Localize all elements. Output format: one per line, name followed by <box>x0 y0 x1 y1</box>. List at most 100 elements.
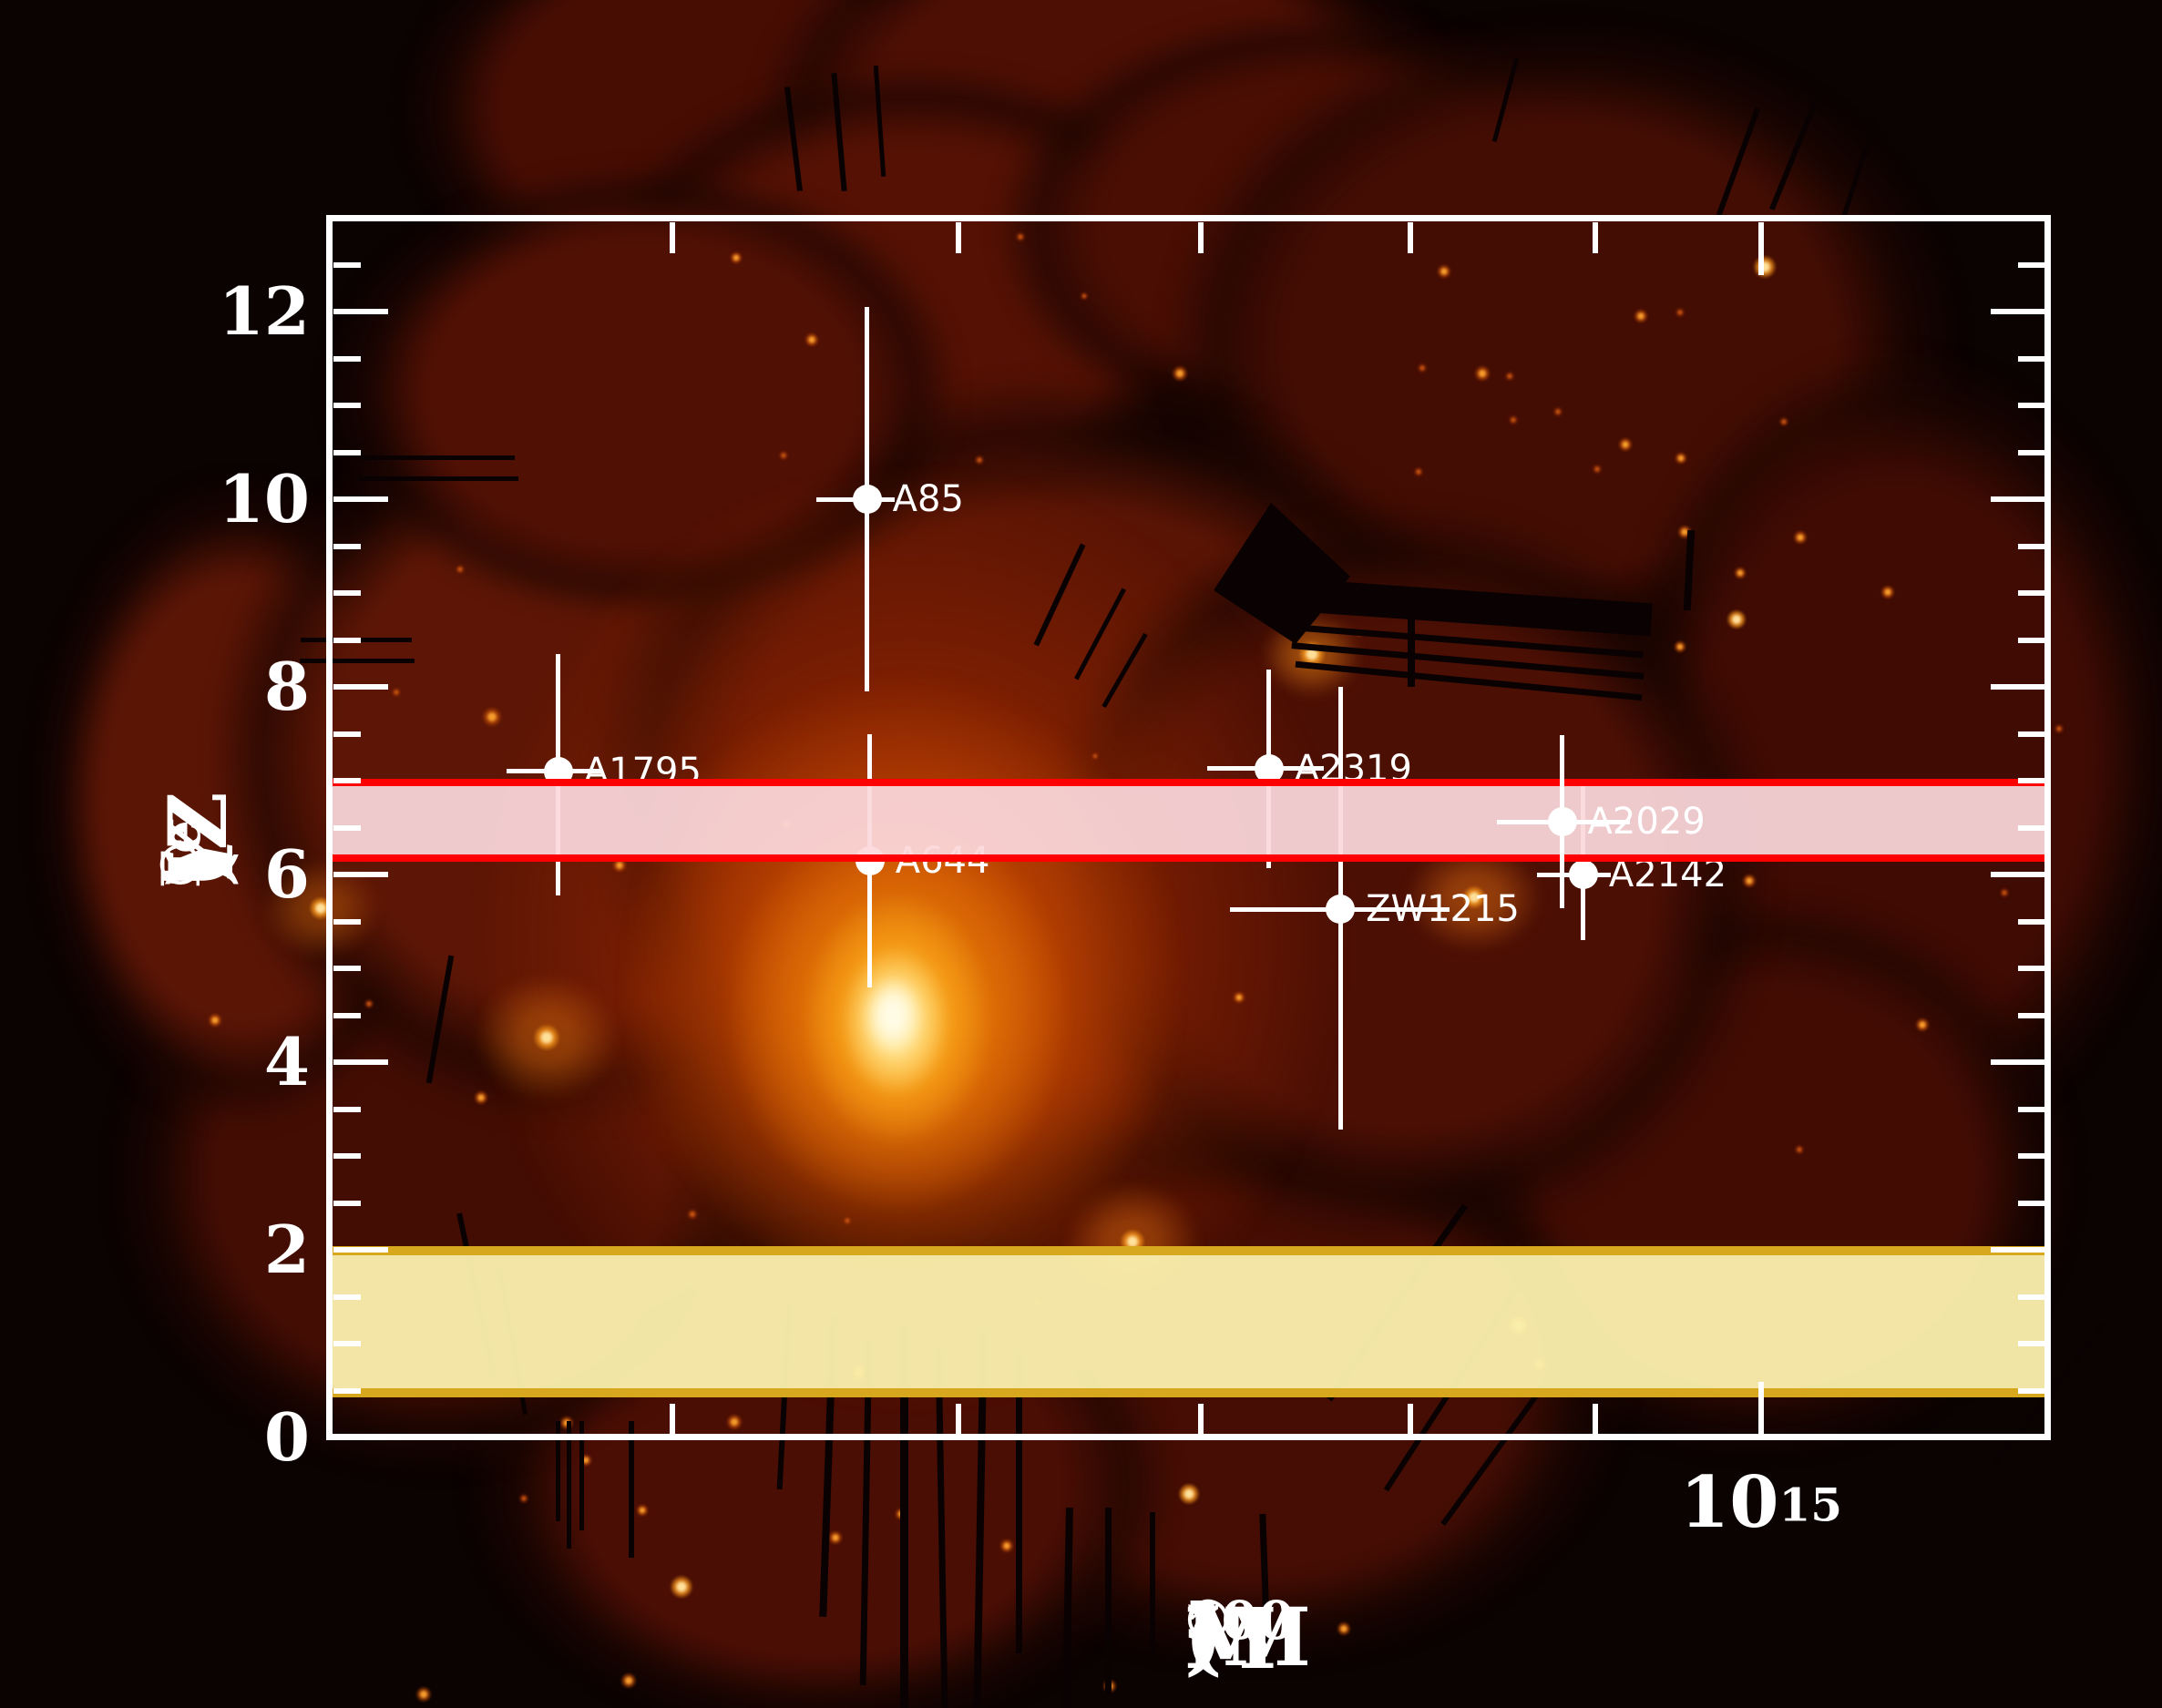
xray-point-source-44 <box>1778 416 1789 427</box>
xray-point-source-47 <box>1508 414 1519 425</box>
y-tick-label-4: 4 <box>263 1023 310 1100</box>
y-minor-tick-left-11 <box>333 403 361 408</box>
y-minor-tick-left-12.5 <box>333 261 361 268</box>
xray-point-source-7 <box>1727 609 1747 629</box>
y-minor-tick-right-5 <box>2017 966 2045 971</box>
x-minor-tick-bottom-600000000000000 <box>956 1403 962 1435</box>
y-minor-tick-left-0.5 <box>333 1387 361 1394</box>
xray-point-source-4 <box>1462 885 1486 909</box>
y-minor-tick-left-3 <box>333 1153 361 1159</box>
xray-point-source-52 <box>364 998 374 1009</box>
x-minor-tick-bottom-800000000000000 <box>1408 1403 1414 1435</box>
y-minor-tick-right-7.5 <box>2017 731 2045 737</box>
xray-point-source-25 <box>730 251 743 264</box>
x-major-tick-bottom-1000000000000000 <box>1758 1381 1764 1435</box>
xray-point-source-26 <box>1674 640 1686 653</box>
xray-point-source-10 <box>482 707 502 727</box>
chip-gap-streak-10 <box>556 1421 560 1521</box>
chip-gap-streak-11 <box>567 1421 571 1549</box>
xray-point-source-46 <box>1504 371 1515 382</box>
xray-point-source-60 <box>778 450 789 461</box>
xray-point-source-16 <box>1437 264 1451 279</box>
y-tick-label-12: 12 <box>218 272 310 350</box>
x-minor-tick-top-800000000000000 <box>1408 221 1414 253</box>
y-minor-tick-right-11.5 <box>2017 355 2045 362</box>
marker-A85 <box>852 485 882 514</box>
y-minor-tick-right-0.5 <box>2017 1387 2045 1394</box>
y-minor-tick-left-1.5 <box>333 1294 361 1300</box>
chip-gap-hline-1 <box>358 476 518 481</box>
xray-point-source-33 <box>208 1013 222 1028</box>
xray-point-source-51 <box>1417 363 1428 373</box>
y-minor-tick-left-7 <box>333 778 361 783</box>
y-minor-tick-right-11 <box>2017 403 2045 408</box>
xray-point-source-24 <box>1675 452 1687 465</box>
marker-A2029 <box>1547 807 1577 837</box>
xray-point-source-41 <box>636 1504 649 1517</box>
y-minor-tick-right-6.5 <box>2017 824 2045 831</box>
chip-gap-streak-12 <box>579 1421 584 1530</box>
y-tick-label-6: 6 <box>263 835 310 913</box>
y-minor-tick-right-10.5 <box>2017 449 2045 455</box>
xray-point-source-17 <box>804 332 819 347</box>
x-minor-tick-bottom-900000000000000 <box>1593 1403 1599 1435</box>
xray-point-source-67 <box>455 564 466 575</box>
xray-point-source-54 <box>1091 752 1100 761</box>
y-minor-tick-left-3.5 <box>333 1106 361 1112</box>
y-major-tick-right-0 <box>1990 1435 2045 1440</box>
y-minor-tick-left-4.5 <box>333 1012 361 1018</box>
xray-point-source-39 <box>828 1530 843 1545</box>
chip-gap-streak-5 <box>1016 1353 1022 1653</box>
y-minor-tick-right-8.5 <box>2017 637 2045 643</box>
y-major-tick-left-4 <box>333 1059 388 1065</box>
xray-point-source-14 <box>1474 365 1491 382</box>
y-minor-tick-right-5.5 <box>2017 918 2045 925</box>
x-minor-tick-bottom-700000000000000 <box>1198 1403 1204 1435</box>
x-title-sun-symbol: ☉ <box>1184 1590 1232 1652</box>
y-minor-tick-left-6.5 <box>333 824 361 831</box>
y-major-tick-left-10 <box>333 496 388 502</box>
point-label-A85: A85 <box>892 478 964 520</box>
x-minor-tick-top-700000000000000 <box>1198 221 1204 253</box>
x-minor-tick-top-600000000000000 <box>956 221 962 253</box>
xray-point-source-8 <box>1178 1483 1200 1505</box>
xray-point-source-66 <box>391 687 402 698</box>
xray-point-source-15 <box>1172 365 1188 382</box>
xray-point-source-29 <box>415 1686 432 1703</box>
xray-point-source-56 <box>518 1493 529 1504</box>
y-major-tick-right-4 <box>1990 1059 2045 1065</box>
xray-point-source-22 <box>1734 567 1747 579</box>
y-major-tick-right-6 <box>1990 872 2045 877</box>
y-minor-tick-left-10.5 <box>333 449 361 455</box>
chip-gap-hline-3 <box>300 659 415 663</box>
y-minor-tick-right-1 <box>2017 1341 2045 1346</box>
y-minor-tick-left-1 <box>333 1341 361 1346</box>
chip-gap-streak-34 <box>1408 599 1415 687</box>
y-major-tick-left-0 <box>333 1435 388 1440</box>
xray-point-source-5 <box>670 1575 693 1599</box>
xray-point-source-18 <box>1634 309 1648 323</box>
y-minor-tick-left-11.5 <box>333 355 361 362</box>
xray-point-source-50 <box>1413 466 1424 477</box>
y-title-unit-close: ) <box>150 850 245 888</box>
plot-frame <box>326 215 2051 1440</box>
xray-point-source-62 <box>1999 887 2010 898</box>
red-band <box>333 779 2045 863</box>
y-major-tick-right-10 <box>1990 496 2045 502</box>
y-minor-tick-right-2.5 <box>2017 1200 2045 1206</box>
xray-point-source-31 <box>999 1539 1014 1553</box>
y-major-tick-left-12 <box>333 309 388 314</box>
xray-point-source-48 <box>1552 406 1563 417</box>
mosaic-glow-5 <box>864 976 922 1056</box>
xray-point-source-61 <box>2054 723 2065 734</box>
y-minor-tick-right-9.5 <box>2017 543 2045 549</box>
xray-point-source-64 <box>842 1215 853 1226</box>
y-minor-tick-right-1.5 <box>2017 1294 2045 1300</box>
point-label-ZW1215: ZW1215 <box>1366 888 1520 931</box>
y-major-tick-right-2 <box>1990 1247 2045 1253</box>
